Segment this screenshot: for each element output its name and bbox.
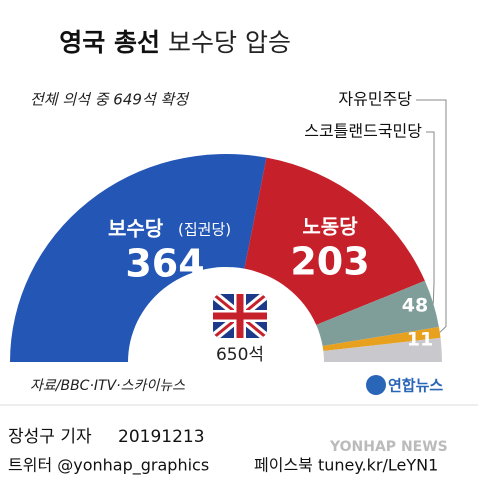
chart-title: 영국 총선	[59, 28, 160, 57]
twitter: 트위터 @yonhap_graphics	[8, 456, 209, 476]
facebook: 페이스북 tuney.kr/LeYN1	[254, 456, 438, 475]
seat-segment	[323, 337, 442, 362]
value-label: 364	[125, 242, 204, 286]
seat-segment	[316, 280, 439, 347]
uk-flag	[213, 294, 267, 338]
chart-title-detail: 보수당 압승	[168, 28, 291, 57]
value-label: 48	[402, 295, 428, 317]
watermark: YONHAP NEWS	[329, 439, 448, 455]
segment-name: 스코틀랜드국민당	[304, 122, 422, 141]
reporter: 장성구 기자	[8, 427, 92, 447]
leader-line	[416, 99, 447, 333]
segment-name: 보수당	[108, 217, 164, 241]
subtitle: 전체 의석 중 649석 확정	[30, 91, 190, 109]
seat-segment	[10, 154, 267, 362]
total-label: 650석	[216, 345, 264, 365]
segment-note: (집권당)	[178, 221, 231, 239]
segment-name: 자유민주당	[338, 90, 412, 109]
seat-segment	[322, 326, 441, 352]
segment-name: 노동당	[302, 215, 358, 239]
value-label: 203	[290, 240, 369, 284]
logo: 연합뉴스	[366, 375, 443, 395]
leader-line	[426, 131, 435, 304]
value-label: 11	[407, 329, 433, 351]
logo-text: 연합뉴스	[388, 377, 443, 395]
source: 자료/BBC·ITV·스카이뉴스	[30, 378, 185, 394]
date: 20191213	[118, 427, 205, 447]
seat-segment	[244, 157, 425, 325]
